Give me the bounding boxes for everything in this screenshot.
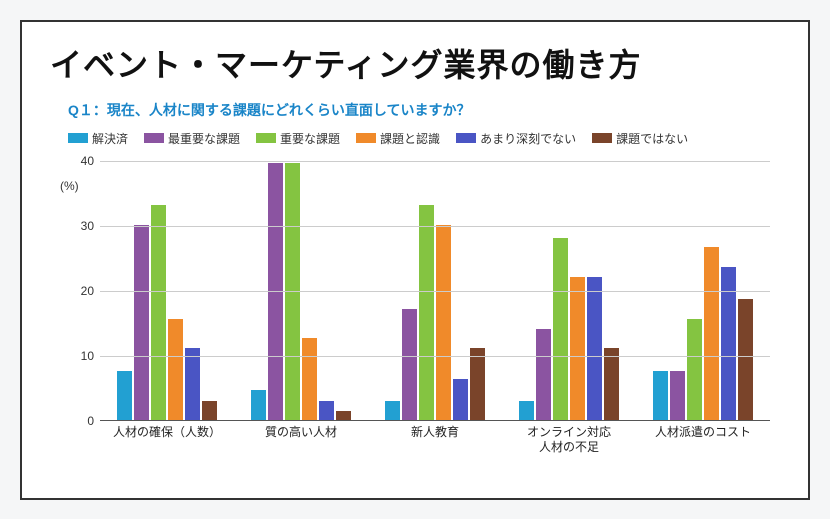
grid-line xyxy=(100,356,770,357)
bar xyxy=(251,390,266,419)
page-title: イベント・マーケティング業界の働き方 xyxy=(50,40,780,86)
bar xyxy=(453,379,468,419)
legend-item: 課題と認識 xyxy=(356,130,440,147)
x-tick-label: 人材の確保（人数） xyxy=(100,425,234,456)
bar xyxy=(336,411,351,419)
bar xyxy=(536,329,551,420)
grid-line xyxy=(100,291,770,292)
bar xyxy=(553,238,568,420)
x-axis-labels: 人材の確保（人数）質の高い人材新人教育オンライン対応 人材の不足人材派遣のコスト xyxy=(100,425,770,456)
legend-swatch xyxy=(456,133,476,143)
bar xyxy=(168,319,183,420)
plot-area: (%) 010203040 xyxy=(100,161,770,421)
x-tick-label: オンライン対応 人材の不足 xyxy=(502,425,636,456)
y-tick-label: 30 xyxy=(66,219,94,233)
bar-group xyxy=(368,205,502,420)
bar xyxy=(519,401,534,419)
y-tick-label: 0 xyxy=(66,414,94,428)
y-tick-label: 20 xyxy=(66,284,94,298)
legend-item: 解決済 xyxy=(68,130,128,147)
legend-label: 課題と認識 xyxy=(380,130,440,147)
card: イベント・マーケティング業界の働き方 Q１：現在、人材に関する課題にどれくらい直… xyxy=(20,20,810,500)
bar xyxy=(687,319,702,420)
bar-group xyxy=(636,247,770,419)
legend-swatch xyxy=(68,133,88,143)
bar xyxy=(419,205,434,420)
legend-item: 課題ではない xyxy=(592,130,688,147)
legend-label: 課題ではない xyxy=(616,130,688,147)
question-text: Q１：現在、人材に関する課題にどれくらい直面していますか？ xyxy=(68,100,780,120)
bar xyxy=(302,338,317,419)
legend-swatch xyxy=(592,133,612,143)
bar xyxy=(470,348,485,420)
chart: (%) 010203040 人材の確保（人数）質の高い人材新人教育オンライン対応… xyxy=(100,161,770,461)
x-tick-label: 人材派遣のコスト xyxy=(636,425,770,456)
legend-swatch xyxy=(256,133,276,143)
legend-item: 最重要な課題 xyxy=(144,130,240,147)
bar-group xyxy=(100,205,234,420)
bar xyxy=(704,247,719,419)
bar xyxy=(670,371,685,420)
bar xyxy=(185,348,200,420)
bar xyxy=(436,225,451,420)
bar xyxy=(402,309,417,420)
bar xyxy=(385,401,400,419)
bar xyxy=(319,401,334,419)
legend-label: 重要な課題 xyxy=(280,130,340,147)
bar xyxy=(117,371,132,420)
legend-swatch xyxy=(356,133,376,143)
legend-item: あまり深刻でない xyxy=(456,130,576,147)
bar xyxy=(151,205,166,420)
bar xyxy=(653,371,668,420)
bar xyxy=(202,401,217,419)
legend-item: 重要な課題 xyxy=(256,130,340,147)
bar-group xyxy=(502,238,636,420)
bar xyxy=(570,277,585,420)
grid-line xyxy=(100,226,770,227)
y-tick-label: 40 xyxy=(66,154,94,168)
bar xyxy=(134,225,149,420)
grid-line xyxy=(100,161,770,162)
y-tick-label: 10 xyxy=(66,349,94,363)
bar xyxy=(587,277,602,420)
legend-label: 最重要な課題 xyxy=(168,130,240,147)
x-tick-label: 質の高い人材 xyxy=(234,425,368,456)
x-tick-label: 新人教育 xyxy=(368,425,502,456)
bar xyxy=(604,348,619,420)
y-unit: (%) xyxy=(60,179,79,193)
legend: 解決済 最重要な課題 重要な課題 課題と認識 あまり深刻でない 課題ではない xyxy=(68,130,780,147)
legend-label: 解決済 xyxy=(92,130,128,147)
bar xyxy=(738,299,753,419)
legend-swatch xyxy=(144,133,164,143)
legend-label: あまり深刻でない xyxy=(480,130,576,147)
